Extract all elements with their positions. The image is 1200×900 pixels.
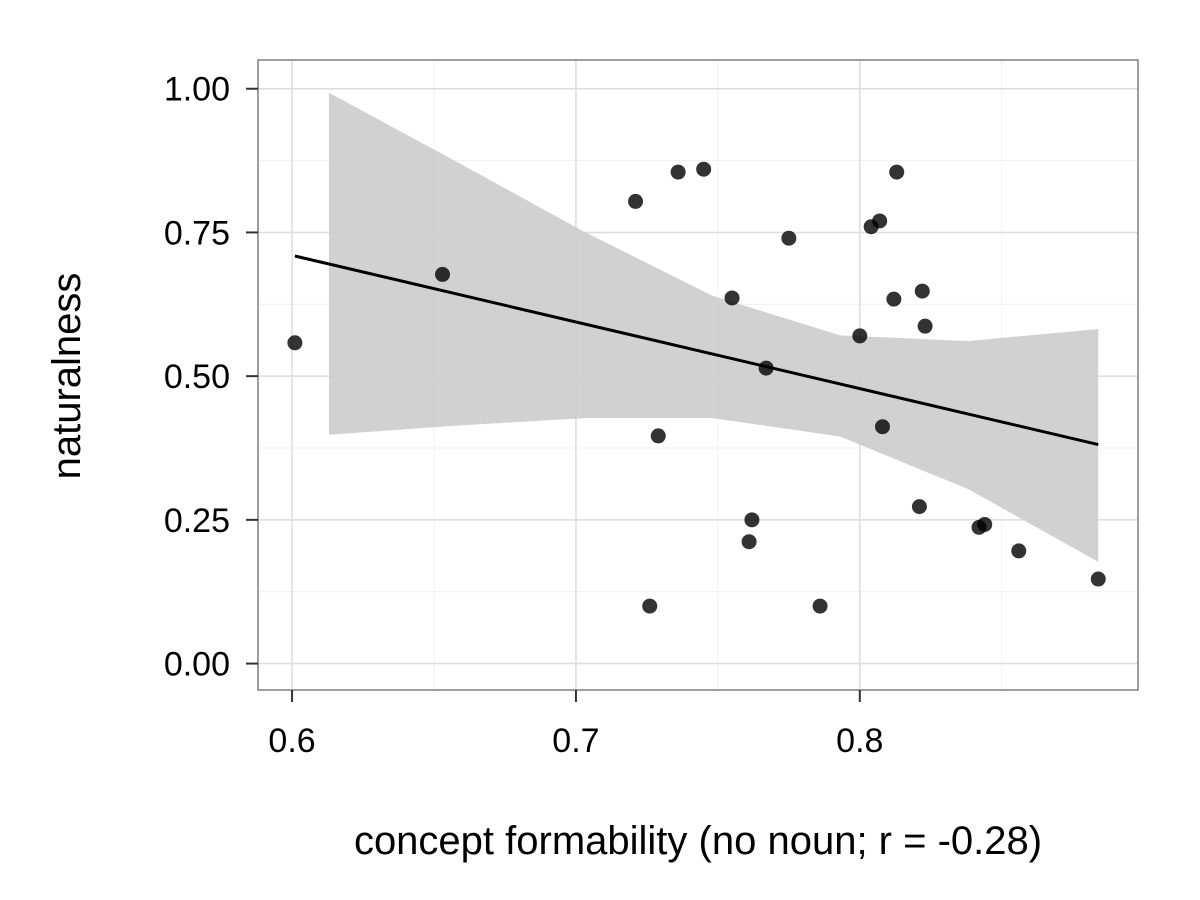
data-point xyxy=(696,161,712,177)
y-axis-title: naturalness xyxy=(45,273,89,480)
y-tick-label: 0.25 xyxy=(164,502,230,540)
y-tick-label: 0.75 xyxy=(164,214,230,252)
data-point xyxy=(628,193,644,209)
data-point xyxy=(781,230,797,246)
data-point xyxy=(287,335,303,351)
data-point xyxy=(758,360,774,376)
data-point xyxy=(977,516,993,532)
data-point xyxy=(642,598,658,614)
data-point xyxy=(911,499,927,515)
data-point xyxy=(1011,543,1027,559)
y-tick-label: 1.00 xyxy=(164,71,230,109)
data-point xyxy=(914,283,930,299)
data-point xyxy=(875,419,891,435)
data-point xyxy=(744,512,760,528)
panel-border xyxy=(257,59,1139,691)
data-point xyxy=(812,598,828,614)
x-tick-label: 0.7 xyxy=(552,722,599,760)
data-point xyxy=(872,213,888,229)
y-tick-label: 0.00 xyxy=(164,646,230,684)
fit-line-layer xyxy=(294,254,1099,447)
axis-ticks: 0.6 0.7 0.8 0.00 0.25 0.50 0.75 1.00 xyxy=(164,71,884,760)
data-point xyxy=(886,291,902,307)
data-point xyxy=(889,164,905,180)
regression-line xyxy=(294,254,1099,447)
data-point xyxy=(741,534,757,550)
data-point xyxy=(917,318,933,334)
confidence-band xyxy=(328,92,1099,562)
y-tick-label: 0.50 xyxy=(164,358,230,396)
x-tick-label: 0.6 xyxy=(268,722,315,760)
data-point xyxy=(724,290,740,306)
data-point xyxy=(650,428,666,444)
data-point xyxy=(670,164,686,180)
data-point xyxy=(852,328,868,344)
x-axis-title: concept formability (no noun; r = -0.28) xyxy=(354,819,1042,863)
data-point xyxy=(435,266,451,282)
confidence-band-layer xyxy=(328,92,1099,562)
data-point xyxy=(1090,571,1106,587)
data-points xyxy=(287,161,1106,614)
x-tick-label: 0.8 xyxy=(836,722,883,760)
